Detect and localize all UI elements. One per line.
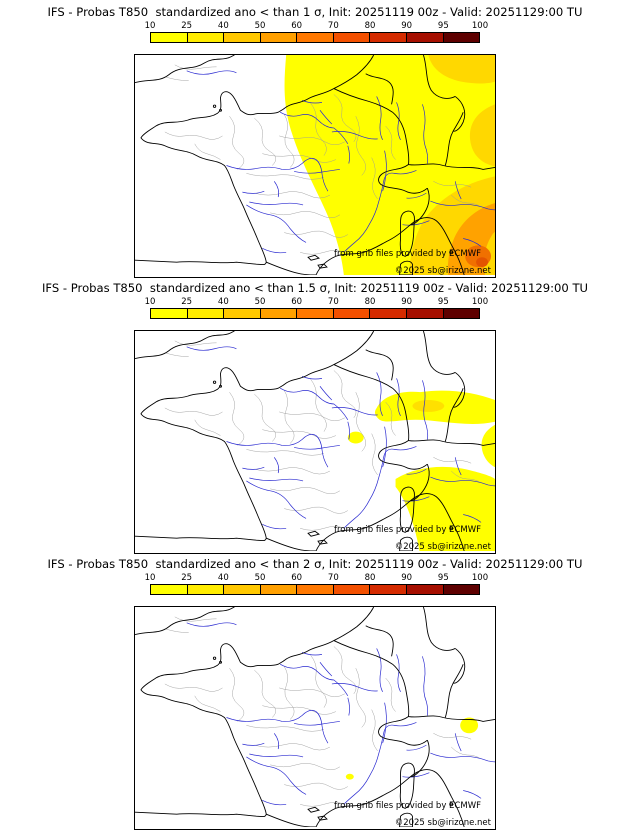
- colorbar-tick: 70: [327, 297, 339, 307]
- colorbar-segment: [151, 585, 187, 594]
- map-frame: from grib files provided by ECMWF ©2025 …: [134, 606, 496, 830]
- ecmwf-attribution: from grib files provided by ECMWF: [334, 801, 481, 811]
- colorbar-tick: 90: [401, 21, 413, 31]
- probability-colorbar: 10 25 40 50 60 70 80 90 95 100: [145, 573, 489, 595]
- probability-map-1-5sigma: [135, 331, 495, 551]
- colorbar-tick: 80: [364, 21, 376, 31]
- copyright-note: ©2025 sb@irizone.net: [394, 266, 491, 276]
- colorbar-segment: [442, 585, 480, 594]
- map-frame: from grib files provided by ECMWF ©2025 …: [134, 330, 496, 554]
- colorbar-segment: [405, 585, 443, 594]
- colorbar-tick: 40: [217, 21, 229, 31]
- colorbar-tick-labels: 10 25 40 50 60 70 80 90 95 100: [145, 573, 489, 583]
- colorbar-segment: [405, 33, 443, 42]
- colorbar-segment: [223, 585, 260, 594]
- colorbar-segment: [369, 585, 406, 594]
- copyright-note: ©2025 sb@irizone.net: [394, 818, 491, 828]
- colorbar-tick: 95: [437, 21, 449, 31]
- panel-title: IFS - Probas T850 standardized ano < tha…: [47, 5, 583, 19]
- forecast-panel-2sigma: IFS - Probas T850 standardized ano < tha…: [0, 552, 630, 830]
- colorbar-tick: 95: [437, 297, 449, 307]
- colorbar-segment: [332, 585, 370, 594]
- colorbar-tick: 100: [471, 297, 489, 307]
- colorbar-segment: [405, 309, 443, 318]
- panel-title: IFS - Probas T850 standardized ano < tha…: [41, 281, 589, 295]
- colorbar-segment: [296, 309, 333, 318]
- colorbar-segment: [151, 33, 187, 42]
- colorbar-tick-labels: 10 25 40 50 60 70 80 90 95 100: [145, 21, 489, 31]
- probability-colorbar: 10 25 40 50 60 70 80 90 95 100: [145, 21, 489, 43]
- colorbar-tick: 40: [217, 573, 229, 583]
- colorbar-tick: 50: [254, 21, 266, 31]
- colorbar-tick: 10: [144, 297, 156, 307]
- colorbar-tick: 60: [291, 21, 303, 31]
- colorbar-tick: 25: [181, 297, 193, 307]
- colorbar-segment: [296, 585, 333, 594]
- colorbar-tick: 80: [364, 573, 376, 583]
- colorbar-segment: [186, 309, 224, 318]
- colorbar-gradient-bar: [150, 584, 480, 595]
- colorbar-tick: 60: [291, 297, 303, 307]
- colorbar-tick: 70: [327, 21, 339, 31]
- colorbar-segment: [259, 585, 297, 594]
- probability-colorbar: 10 25 40 50 60 70 80 90 95 100: [145, 297, 489, 319]
- colorbar-segment: [186, 585, 224, 594]
- panel-title: IFS - Probas T850 standardized ano < tha…: [47, 557, 583, 571]
- colorbar-tick: 100: [471, 573, 489, 583]
- colorbar-tick: 25: [181, 21, 193, 31]
- colorbar-tick: 90: [401, 297, 413, 307]
- colorbar-tick: 50: [254, 297, 266, 307]
- colorbar-tick: 95: [437, 573, 449, 583]
- colorbar-segment: [442, 33, 480, 42]
- colorbar-segment: [296, 33, 333, 42]
- colorbar-tick: 10: [144, 21, 156, 31]
- colorbar-tick: 25: [181, 573, 193, 583]
- colorbar-tick: 90: [401, 573, 413, 583]
- colorbar-segment: [369, 33, 406, 42]
- colorbar-segment: [186, 33, 224, 42]
- colorbar-tick: 10: [144, 573, 156, 583]
- colorbar-segment: [259, 33, 297, 42]
- copyright-note: ©2025 sb@irizone.net: [394, 542, 491, 552]
- colorbar-segment: [442, 309, 480, 318]
- colorbar-gradient-bar: [150, 308, 480, 319]
- map-frame: from grib files provided by ECMWF ©2025 …: [134, 54, 496, 278]
- colorbar-tick: 100: [471, 21, 489, 31]
- colorbar-segment: [223, 33, 260, 42]
- probability-map-2sigma: [135, 607, 495, 827]
- colorbar-tick-labels: 10 25 40 50 60 70 80 90 95 100: [145, 297, 489, 307]
- colorbar-segment: [332, 309, 370, 318]
- forecast-panel-1-5sigma: IFS - Probas T850 standardized ano < tha…: [0, 276, 630, 554]
- colorbar-gradient-bar: [150, 32, 480, 43]
- colorbar-tick: 40: [217, 297, 229, 307]
- colorbar-segment: [332, 33, 370, 42]
- colorbar-tick: 80: [364, 297, 376, 307]
- colorbar-segment: [151, 309, 187, 318]
- ecmwf-attribution: from grib files provided by ECMWF: [334, 525, 481, 535]
- forecast-panel-1sigma: IFS - Probas T850 standardized ano < tha…: [0, 0, 630, 278]
- ecmwf-attribution: from grib files provided by ECMWF: [334, 249, 481, 259]
- colorbar-segment: [223, 309, 260, 318]
- colorbar-segment: [369, 309, 406, 318]
- colorbar-tick: 70: [327, 573, 339, 583]
- colorbar-tick: 50: [254, 573, 266, 583]
- colorbar-tick: 60: [291, 573, 303, 583]
- colorbar-segment: [259, 309, 297, 318]
- probability-map-1sigma: [135, 55, 495, 275]
